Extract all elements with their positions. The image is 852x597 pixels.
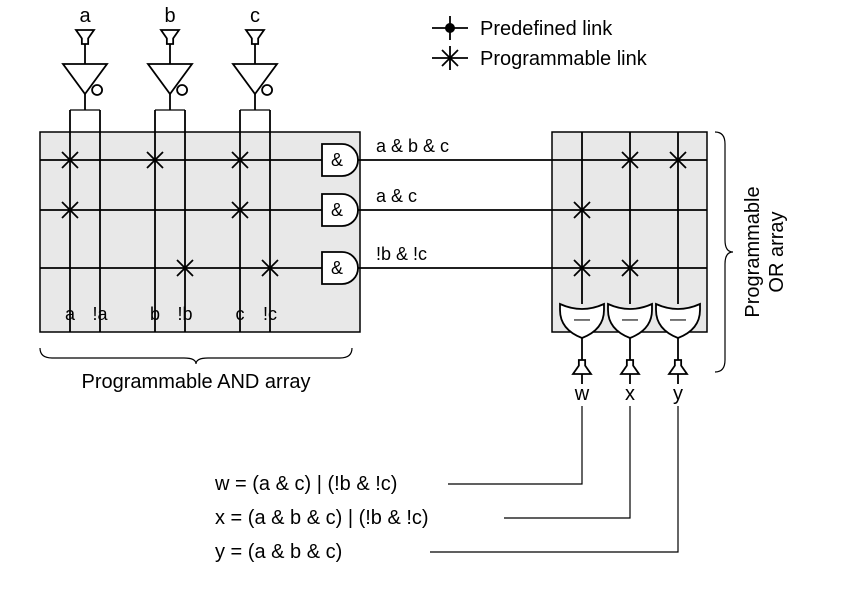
- output-label: y: [673, 383, 683, 405]
- input-label: a: [79, 5, 91, 27]
- predefined-link-icon: [445, 23, 455, 33]
- product-term: a & c: [376, 186, 417, 206]
- equation-connector: [504, 406, 630, 518]
- and-array-label: Programmable AND array: [82, 371, 311, 393]
- equation: x = (a & b & c) | (!b & !c): [215, 507, 429, 529]
- svg-text:&: &: [331, 258, 343, 278]
- legend-programmable: Programmable link: [480, 48, 648, 70]
- pla-diagram: Predefined link Programmable link a !a b !b c!…: [0, 0, 852, 597]
- svg-text:&: &: [331, 200, 343, 220]
- equation: w = (a & c) | (!b & !c): [214, 473, 397, 495]
- inverter-gate: [148, 64, 192, 95]
- and-gate: &: [322, 194, 358, 226]
- or-gate: —: [656, 304, 700, 338]
- and-array-box: [40, 132, 360, 332]
- equation: y = (a & b & c): [215, 541, 342, 563]
- col-label: !a: [92, 304, 108, 324]
- svg-text:—: —: [622, 311, 638, 328]
- svg-text:—: —: [574, 311, 590, 328]
- inverter-gate: [63, 64, 107, 95]
- or-gate: —: [608, 304, 652, 338]
- input-label: c: [250, 5, 260, 27]
- output-label: x: [625, 383, 635, 405]
- svg-text:&: &: [331, 150, 343, 170]
- and-gate: &: [322, 252, 358, 284]
- equation-connector: [430, 406, 678, 552]
- product-term: !b & !c: [376, 244, 427, 264]
- or-gate: —: [560, 304, 604, 338]
- or-array-label: ProgrammableOR array: [742, 186, 788, 317]
- col-label: !c: [263, 304, 277, 324]
- equation-connector: [448, 406, 582, 484]
- input-label: b: [164, 5, 175, 27]
- product-term: a & b & c: [376, 136, 449, 156]
- col-label: c: [236, 304, 245, 324]
- legend-predefined: Predefined link: [480, 18, 613, 40]
- col-label: b: [150, 304, 160, 324]
- and-gate: &: [322, 144, 358, 176]
- col-label: !b: [177, 304, 192, 324]
- col-label: a: [65, 304, 76, 324]
- svg-text:OR array: OR array: [766, 211, 788, 292]
- output-label: w: [574, 383, 590, 405]
- svg-text:Programmable: Programmable: [742, 186, 764, 317]
- inverter-gate: [233, 64, 277, 95]
- svg-text:—: —: [670, 311, 686, 328]
